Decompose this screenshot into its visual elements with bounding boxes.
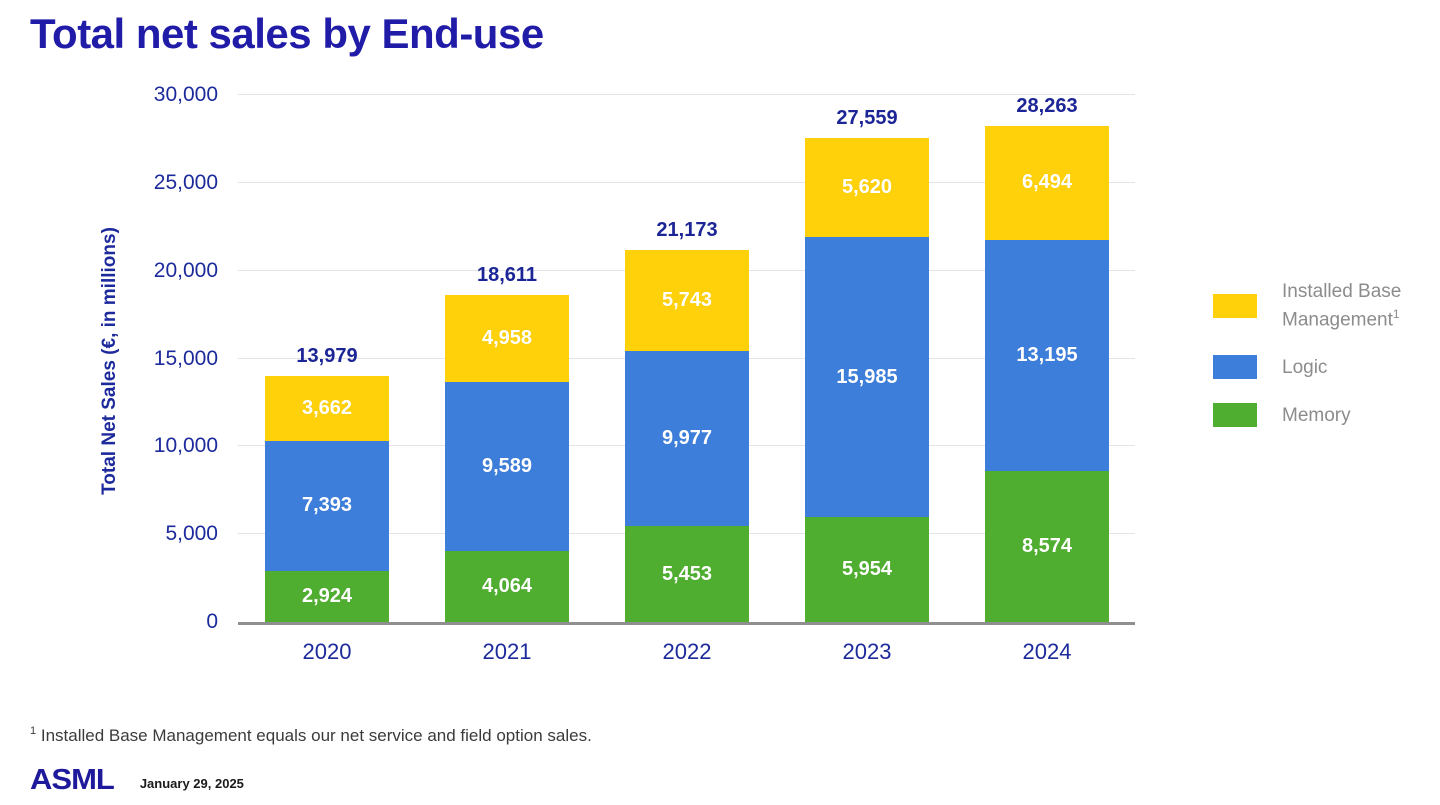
gridline xyxy=(238,94,1135,95)
bar-total-label: 18,611 xyxy=(476,264,538,287)
segment-value-label: 8,574 xyxy=(1021,535,1073,558)
footer: ASML January 29, 2025 xyxy=(30,763,244,796)
bar-segment-memory: 5,453 xyxy=(625,526,749,622)
y-tick-label: 0 xyxy=(206,610,218,633)
footnote-text: Installed Base Management equals our net… xyxy=(36,726,592,745)
x-tick-label-2020: 2020 xyxy=(302,639,352,664)
bar-segment-logic: 15,985 xyxy=(805,236,929,518)
bar-segment-installed-base-management: 3,662 xyxy=(265,376,389,441)
bar-2022: 5,743 9,977 5,453 xyxy=(625,250,749,622)
bar-segment-logic: 9,977 xyxy=(625,350,749,527)
bar-total-label: 13,979 xyxy=(296,345,358,368)
segment-value-label: 13,195 xyxy=(1016,343,1078,366)
bar-total-label: 21,173 xyxy=(656,219,718,242)
segment-value-label: 5,620 xyxy=(841,175,893,198)
bar-segment-installed-base-management: 4,958 xyxy=(445,295,569,383)
legend-label: Logic xyxy=(1282,356,1328,378)
footnote: 1 Installed Base Management equals our n… xyxy=(30,725,592,746)
segment-value-label: 5,743 xyxy=(661,289,713,311)
legend-swatch xyxy=(1213,355,1257,380)
y-axis-title: Total Net Sales (€, in millions) xyxy=(99,227,120,495)
bar-segment-logic: 13,195 xyxy=(985,239,1109,472)
chart-legend: Installed Base Management1 Logic Memory xyxy=(1213,280,1423,428)
x-tick-label-2024: 2024 xyxy=(1022,639,1072,664)
bar-2021: 4,958 9,589 4,064 xyxy=(445,295,569,622)
y-tick-label: 30,000 xyxy=(153,83,218,106)
segment-value-label: 4,064 xyxy=(481,574,533,597)
segment-value-label: 6,494 xyxy=(1021,171,1073,194)
y-tick-label: 25,000 xyxy=(153,170,218,194)
footer-date: January 29, 2025 xyxy=(139,776,244,791)
plot-area: 0 5,000 10,000 15,000 20,000 25,000 30,000 3,66… xyxy=(154,84,1135,664)
segment-value-label: 15,985 xyxy=(836,365,898,388)
legend-superscript: 1 xyxy=(1392,307,1400,321)
page-title: Total net sales by End-use xyxy=(30,10,544,57)
bar-segment-memory: 8,574 xyxy=(985,471,1109,622)
legend-item-logic: Logic xyxy=(1213,355,1423,380)
legend-item-memory: Memory xyxy=(1213,403,1423,428)
bar-segment-installed-base-management: 6,494 xyxy=(985,125,1109,240)
legend-swatch xyxy=(1213,293,1257,318)
bar-segment-installed-base-management: 5,743 xyxy=(625,250,749,351)
bar-segment-memory: 5,954 xyxy=(805,517,929,622)
bar-total-label: 27,559 xyxy=(836,106,898,129)
bar-segment-memory: 4,064 xyxy=(445,550,569,622)
segment-value-label: 5,453 xyxy=(661,562,713,585)
y-tick-label: 15,000 xyxy=(153,346,218,370)
segment-value-label: 7,393 xyxy=(301,494,353,517)
segment-value-label: 9,589 xyxy=(481,454,533,477)
bar-segment-logic: 7,393 xyxy=(265,440,389,571)
x-tick-label-2022: 2022 xyxy=(662,639,712,664)
gridline xyxy=(238,181,1135,183)
segment-value-label: 2,924 xyxy=(301,584,353,607)
asml-logo: ASML xyxy=(30,763,115,796)
bar-2023: 5,620 15,985 5,954 xyxy=(805,137,929,622)
footnote-superscript: 1 xyxy=(30,725,37,737)
y-tick-label: 20,000 xyxy=(153,258,218,282)
x-tick-label-2023: 2023 xyxy=(842,639,892,664)
legend-item-installed-base-management: Installed Base Management1 xyxy=(1213,280,1423,331)
segment-value-label: 3,662 xyxy=(301,397,353,420)
segment-value-label: 4,958 xyxy=(481,327,533,350)
segment-value-label: 5,954 xyxy=(841,558,893,581)
bar-segment-installed-base-management: 5,620 xyxy=(805,137,929,237)
legend-label: Memory xyxy=(1282,404,1351,426)
bar-2024: 6,494 13,195 8,574 xyxy=(985,125,1109,622)
bar-segment-memory: 2,924 xyxy=(265,570,389,622)
y-tick-label: 5,000 xyxy=(165,522,218,546)
y-tick-label: 10,000 xyxy=(153,434,218,458)
legend-swatch xyxy=(1213,403,1257,428)
bar-total-label: 28,263 xyxy=(1016,94,1078,117)
segment-value-label: 9,977 xyxy=(661,427,713,450)
x-tick-label-2021: 2021 xyxy=(482,639,532,664)
bar-2020: 3,662 7,393 2,924 xyxy=(265,376,389,622)
legend-label: Installed Base Management1 xyxy=(1282,281,1402,331)
bar-segment-logic: 9,589 xyxy=(445,382,569,551)
